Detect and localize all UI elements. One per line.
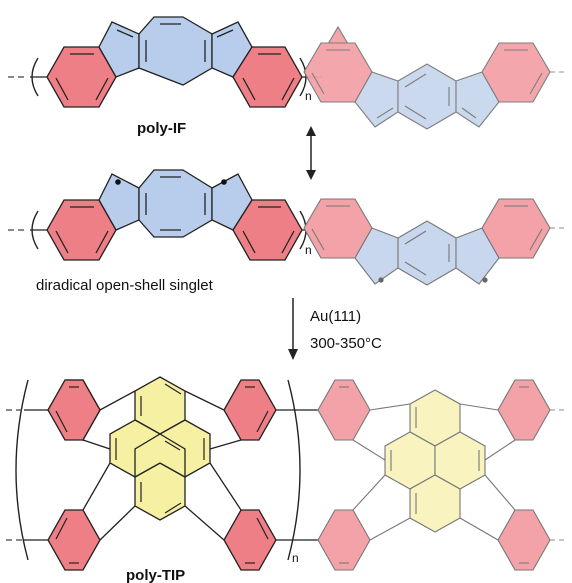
- hex-red-faded-tl: [317, 379, 371, 441]
- poly-tip-adjacent-unit: [317, 379, 566, 571]
- subscript-n-row2: n: [305, 243, 312, 257]
- condition-surface: Au(111): [310, 308, 361, 325]
- subscript-n-row3: n: [292, 551, 299, 565]
- radical-dot-left: [115, 179, 121, 185]
- five-ring-blue-faded-4: [455, 227, 500, 285]
- resonance-arrow: [306, 126, 316, 180]
- radical-dot-right: [221, 179, 227, 185]
- hex-red-bottom-right: [223, 509, 277, 571]
- diradical-label: diradical open-shell singlet: [36, 277, 214, 294]
- hex-red-faded-tr: [497, 379, 551, 441]
- hex-red-faded-4: [481, 198, 551, 259]
- hex-red-faded-bl: [317, 509, 371, 571]
- close-bracket-row1: [299, 57, 307, 97]
- five-ring-blue-faded-2: [455, 71, 500, 128]
- close-bracket-row3: [287, 379, 301, 561]
- hex-yellow-faded-bottom: [409, 474, 461, 533]
- hex-blue-center-2: [138, 169, 213, 238]
- diradical-adjacent-unit: [303, 198, 566, 286]
- hex-blue-faded-2: [397, 220, 457, 286]
- hex-red-faded-br: [497, 509, 551, 571]
- open-bracket-row3: [15, 379, 29, 561]
- diradical-bracketed-unit: n: [8, 169, 322, 261]
- five-ring-blue-faded-1: [354, 71, 399, 128]
- hex-red-bottom-left: [47, 509, 101, 571]
- hex-red-top-right: [223, 379, 277, 441]
- subscript-n-row1: n: [305, 89, 312, 103]
- radical-dot-faded-right: [482, 277, 488, 283]
- hex-red-faded-2: [481, 42, 551, 103]
- poly-if-bracketed-unit: n: [8, 16, 322, 108]
- poly-if-adjacent-unit: [303, 25, 566, 130]
- poly-tip-label: poly-TIP: [126, 567, 185, 583]
- poly-if-label: poly-IF: [137, 120, 186, 137]
- condition-temperature: 300-350°C: [310, 335, 382, 352]
- hex-yellow-center: [134, 433, 186, 479]
- hex-blue-center: [138, 16, 213, 86]
- hex-blue-faded: [397, 63, 457, 130]
- poly-tip-bracketed-unit: n: [6, 376, 318, 571]
- five-ring-blue-faded-3: [354, 227, 399, 285]
- radical-dot-faded-left: [378, 277, 384, 283]
- reaction-arrow: [288, 298, 298, 360]
